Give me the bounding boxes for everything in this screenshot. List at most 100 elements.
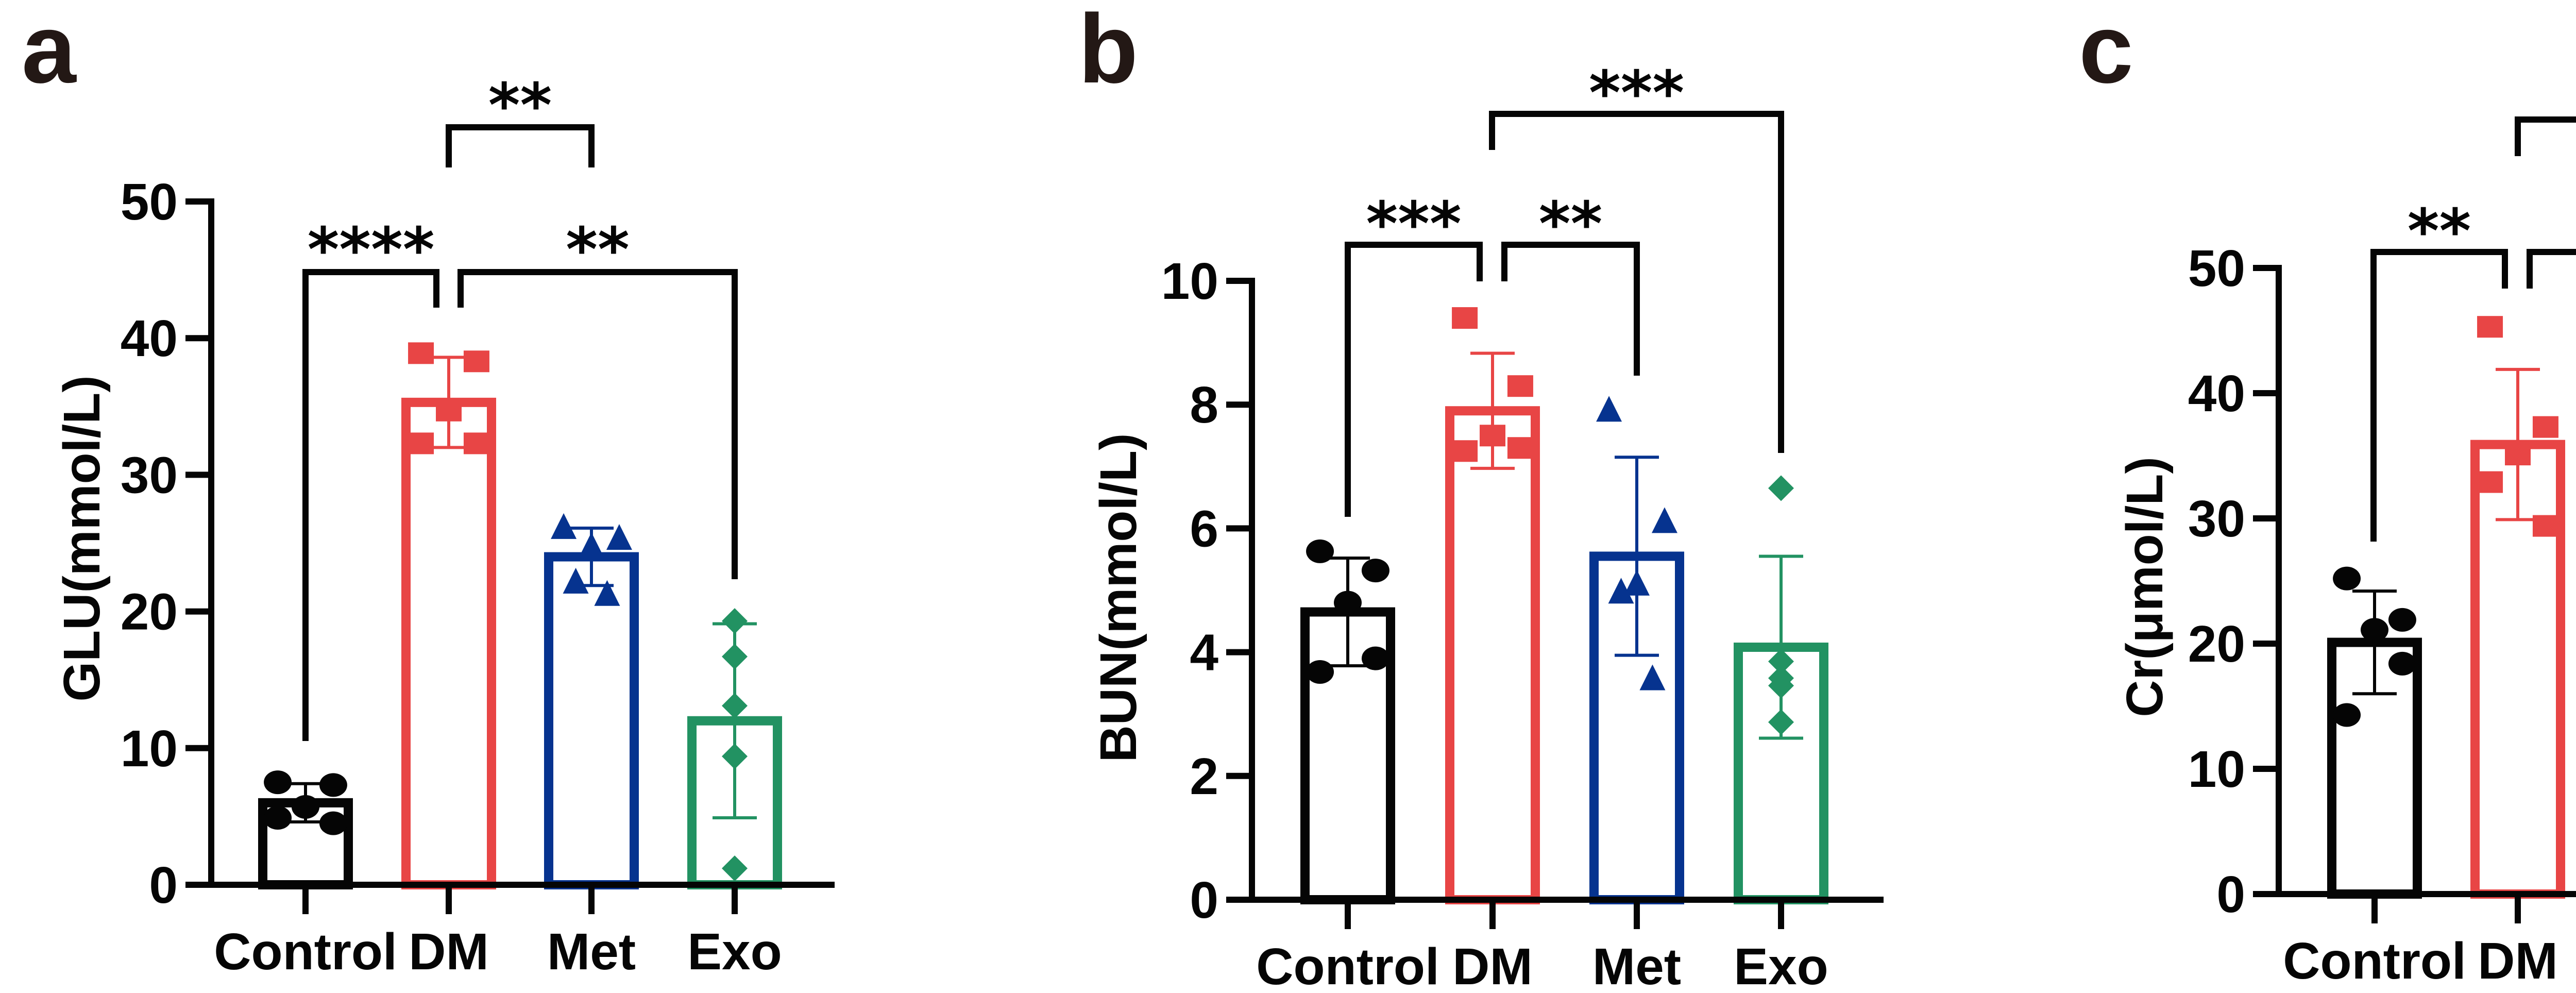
data-point-dm <box>2477 471 2503 493</box>
x-tick-label-exo: Exo <box>687 923 782 981</box>
significance-label: ** <box>488 70 552 141</box>
data-point-dm <box>408 432 434 455</box>
bracket-line <box>2515 116 2576 156</box>
data-point-control <box>2388 608 2416 632</box>
y-tick-label: 30 <box>121 446 178 504</box>
y-tick-label: 0 <box>1190 871 1218 929</box>
bracket-line <box>1489 111 1784 453</box>
data-point-control <box>319 773 347 797</box>
data-point-dm <box>2477 316 2503 338</box>
data-point-control <box>2388 651 2416 676</box>
data-point-exo <box>1768 672 1794 699</box>
panel-letter-b: b <box>1078 0 1138 104</box>
bracket-line <box>2527 249 2576 289</box>
y-tick-label: 10 <box>2188 740 2245 798</box>
data-point-met <box>579 532 604 558</box>
data-point-dm <box>436 399 462 422</box>
data-point-dm <box>2532 416 2558 438</box>
x-tick-label-met: Met <box>547 923 636 981</box>
panel-letter-a: a <box>22 0 77 104</box>
data-point-dm <box>1507 437 1533 459</box>
data-point-control <box>2361 618 2388 642</box>
y-tick-label: 6 <box>1190 500 1218 558</box>
significance-bracket: * <box>2527 249 2576 289</box>
y-tick-label: 4 <box>1190 624 1218 682</box>
significance-bracket: ** <box>2370 195 2508 542</box>
x-tick-label-exo: Exo <box>1734 938 1828 993</box>
significance-bracket: ** <box>457 214 738 579</box>
data-point-control <box>1361 559 1389 583</box>
data-point-met <box>1651 507 1677 533</box>
data-point-dm <box>2505 444 2531 466</box>
data-point-met <box>606 524 632 550</box>
data-point-exo <box>1768 475 1794 501</box>
data-point-control <box>292 795 319 819</box>
bracket-line <box>2370 249 2508 542</box>
y-tick-label: 50 <box>2188 240 2245 297</box>
data-point-exo <box>722 644 748 670</box>
data-point-control <box>319 811 347 835</box>
y-tick-label: 40 <box>2188 365 2245 423</box>
y-tick-label: 40 <box>121 310 178 367</box>
data-point-dm <box>463 350 489 373</box>
data-point-exo <box>1768 648 1794 675</box>
data-point-dm <box>1452 307 1478 329</box>
y-tick-label: 2 <box>1190 748 1218 805</box>
data-point-exo <box>722 743 748 769</box>
x-tick-label-control: Control <box>214 923 397 981</box>
y-axis-title-c: Cr(μmol/L) <box>2116 457 2174 717</box>
significance-label: ** <box>2408 195 2471 266</box>
data-point-met <box>563 567 589 594</box>
data-point-control <box>2333 566 2361 591</box>
y-tick-label: 30 <box>2188 490 2245 548</box>
x-tick-label-met: Met <box>1592 938 1681 993</box>
data-point-exo <box>722 608 748 634</box>
y-tick-label: 20 <box>121 583 178 641</box>
y-tick-label: 8 <box>1190 376 1218 434</box>
significance-label: ** <box>566 214 629 285</box>
significance-bracket: ** <box>446 70 595 167</box>
data-point-exo <box>722 855 748 882</box>
y-tick-label: 0 <box>2216 866 2245 923</box>
bracket-line <box>1345 242 1483 517</box>
bracket-line <box>446 124 595 167</box>
significance-bracket: *** <box>1489 57 1784 453</box>
y-tick-label: 20 <box>2188 615 2245 673</box>
panel-letter-c: c <box>2079 0 2133 104</box>
x-tick-label-dm: DM <box>409 923 489 981</box>
data-point-control <box>2333 703 2361 727</box>
axes: 0 2 4 6 8 10 Control DM Met Exo <box>1161 253 1884 993</box>
data-point-dm <box>408 342 434 364</box>
significance-label: *** <box>1366 188 1461 259</box>
data-point-met <box>1596 396 1622 422</box>
data-point-dm <box>1507 375 1533 397</box>
significance-bracket: * <box>2515 116 2576 156</box>
data-point-met <box>594 580 620 606</box>
data-point-met <box>551 513 577 539</box>
significance-bracket: ** <box>1501 188 1640 376</box>
data-point-control <box>1361 646 1389 670</box>
significance-bracket: **** <box>302 214 439 741</box>
data-point-dm <box>1480 425 1505 447</box>
significance-bracket: *** <box>1345 188 1483 517</box>
bracket-line <box>1501 242 1640 376</box>
data-point-met <box>1608 578 1634 604</box>
x-tick-label-control: Control <box>1256 938 1439 993</box>
significance-label: ** <box>1539 188 1602 259</box>
y-tick-label: 10 <box>1161 253 1218 310</box>
panel-c: c Cr(μmol/L) 01020304050ControlDMMetExo*… <box>2079 0 2576 990</box>
y-tick-label: 10 <box>121 720 178 778</box>
data-point-met <box>1624 569 1650 596</box>
significance-label: **** <box>308 214 435 285</box>
data-point-control <box>264 770 292 795</box>
y-axis-title-a: GLU(mmol/L) <box>53 375 111 701</box>
data-point-dm <box>463 432 489 455</box>
data-point-exo <box>1768 709 1794 735</box>
y-axis-title-b: BUN(mmol/L) <box>1090 433 1147 763</box>
data-point-control <box>1306 539 1334 563</box>
